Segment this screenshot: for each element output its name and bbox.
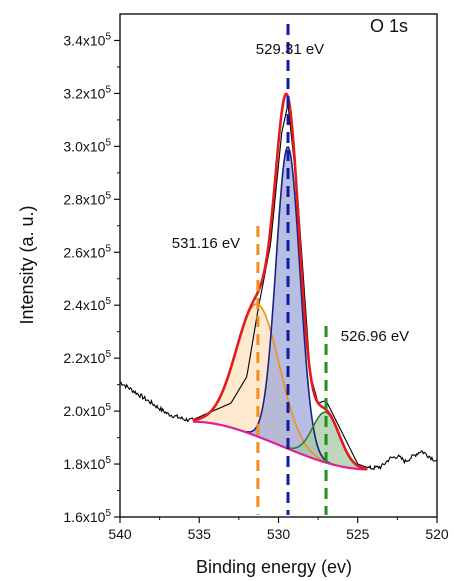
x-tick-label-540: 540 — [108, 526, 132, 542]
peak-label-527: 526.96 eV — [341, 328, 409, 345]
envelope-curve — [192, 92, 368, 471]
x-tick-label-520: 520 — [425, 526, 449, 542]
y-tick-label-200000: 2.0x105 — [63, 402, 111, 419]
y-tick-label-180000: 1.8x105 — [63, 455, 111, 472]
y-tick-label-160000: 1.6x105 — [63, 508, 111, 525]
x-axis-title: Binding energy (ev) — [196, 557, 352, 577]
peak-label-531: 531.16 eV — [172, 235, 240, 252]
y-tick-label-240000: 2.4x105 — [63, 296, 111, 313]
y-tick-label-280000: 2.8x105 — [63, 190, 111, 207]
y-tick-label-320000: 3.2x105 — [63, 84, 111, 101]
background-curve — [192, 420, 368, 471]
y-axis-ticks: 1.6x105 1.8x105 2.0x105 2.2x105 2.4x105 2.6x1… — [63, 31, 120, 525]
x-tick-label-525: 525 — [346, 526, 370, 542]
peak-markers — [256, 24, 328, 515]
y-tick-label-220000: 2.2x105 — [63, 349, 111, 366]
peak-label-529: 529.31 eV — [256, 41, 324, 58]
peak_529-fill — [192, 146, 368, 470]
panel-label: O 1s — [370, 16, 408, 36]
x-tick-label-535: 535 — [188, 526, 212, 542]
raw-spectrum — [119, 106, 437, 471]
y-tick-label-300000: 3.0x105 — [63, 137, 111, 154]
y-tick-label-260000: 2.6x105 — [63, 243, 111, 260]
peak_527-fill — [192, 412, 368, 470]
y-tick-label-340000: 3.4x105 — [63, 31, 111, 48]
fit-curves — [119, 92, 437, 471]
y-axis-title: Intensity (a. u.) — [17, 205, 37, 324]
x-tick-label-530: 530 — [267, 526, 291, 542]
x-axis-ticks: 540 535 530 525 520 — [108, 517, 449, 542]
